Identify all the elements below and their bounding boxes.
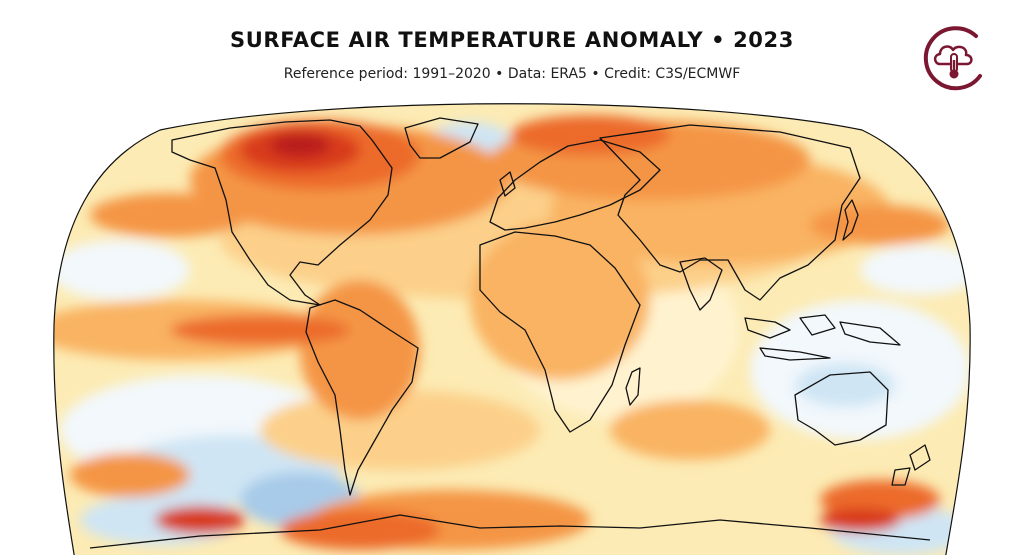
coastlines	[89, 117, 931, 549]
cloud-thermometer-icon	[923, 26, 982, 91]
globe-outline	[53, 103, 971, 555]
copernicus-climate-logo	[923, 26, 982, 91]
anomaly-field	[53, 115, 971, 555]
map-subtitle: Reference period: 1991–2020 • Data: ERA5…	[283, 66, 741, 82]
map-title: SURFACE AIR TEMPERATURE ANOMALY • 2023	[230, 28, 794, 52]
